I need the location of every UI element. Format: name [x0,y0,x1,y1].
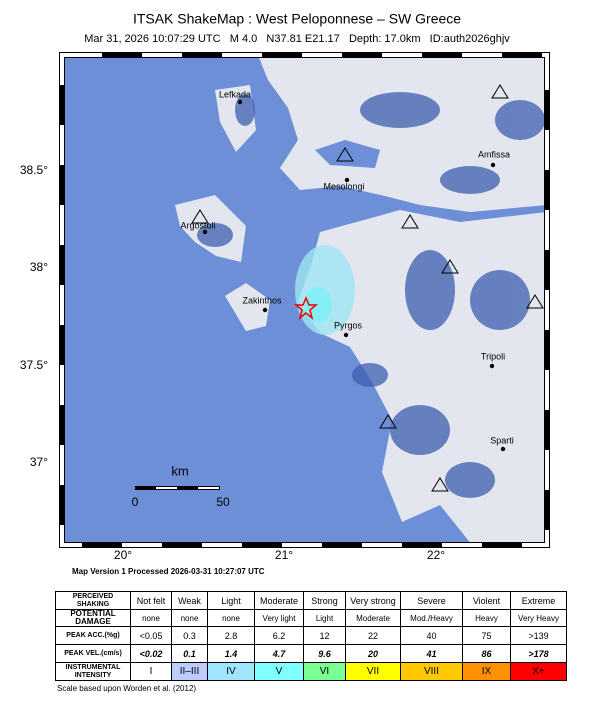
place-dot [490,162,496,168]
lat-label: 38.5° [20,163,48,177]
row-label: INSTRUMENTAL INTENSITY [55,662,131,681]
intensity-table: PERCEIVED SHAKING Not felt Weak Light Modera… [55,591,567,681]
lon-label: 22° [427,548,445,562]
table-row: POTENTIAL DAMAGE none none none Very light Li… [55,609,567,627]
map-version: Map Version 1 Processed 2026-03-31 10:27… [72,567,265,576]
table-cell: 6.2 [254,626,304,645]
table-cell: I [130,662,172,681]
table-row: PERCEIVED SHAKING Not felt Weak Light Modera… [55,591,567,610]
table-cell: Light [303,609,346,627]
place-dot [343,332,349,338]
table-cell: Weak [171,591,208,610]
place-dot [262,307,268,313]
table-cell: IX [462,662,511,681]
table-row: PEAK VEL.(cm/s) <0.02 0.1 1.4 4.7 9.6 20 41 86 >1… [55,644,567,663]
table-cell: none [207,609,255,627]
lat-label: 37° [30,455,48,469]
table-cell: 20 [345,644,401,663]
lat-label: 37.5° [20,358,48,372]
lon-label: 20° [114,548,132,562]
table-cell: Light [207,591,255,610]
place-dot [237,99,243,105]
table-cell: Extreme [510,591,567,610]
table-cell: Strong [303,591,346,610]
epicenter [293,296,319,321]
scale-note: Scale based upon Worden et al. (2012) [57,684,197,693]
table-cell: Very strong [345,591,401,610]
map-figure: ITSAK ShakeMap : West Peloponnese – SW G… [20,11,550,576]
table-cell: Not felt [130,591,172,610]
table-cell: <0.02 [130,644,172,663]
place-dot [202,229,208,235]
row-label: PEAK ACC.(%g) [55,626,131,645]
table-cell: 1.4 [207,644,255,663]
table-cell: >139 [510,626,567,645]
lat-label: 38° [30,260,48,274]
place-dot [500,446,506,452]
place-label: Mesolongi [323,181,364,191]
table-cell: 4.7 [254,644,304,663]
table-cell: Very light [254,609,304,627]
table-cell: Violent [462,591,511,610]
place-dot [344,177,350,183]
table-cell: 9.6 [303,644,346,663]
table-cell: VIII [400,662,463,681]
table-cell: VII [345,662,401,681]
place-label: Argostoli [180,220,215,230]
table-cell: Moderate [254,591,304,610]
table-cell: Heavy [462,609,511,627]
table-cell: 12 [303,626,346,645]
lon-label: 21° [275,548,293,562]
table-cell: Mod./Heavy [400,609,463,627]
place-label: Pyrgos [334,320,363,330]
subtitle: Mar 31, 2026 10:07:29 UTC M 4.0 N37.81 E… [84,33,510,45]
table-cell: X+ [510,662,567,681]
table-cell: none [130,609,172,627]
table-cell: V [254,662,304,681]
table-row: INSTRUMENTAL INTENSITY I II–III IV V VI VII VII… [55,662,567,681]
table-cell: 75 [462,626,511,645]
scale-label: 0 [132,495,139,509]
place-label: Zakinthos [242,295,282,305]
scale-unit: km [171,463,188,478]
row-label: PERCEIVED SHAKING [55,591,131,610]
map-area [59,52,550,548]
row-label: PEAK VEL.(cm/s) [55,644,131,663]
scale-label: 50 [216,495,230,509]
table-cell: Severe [400,591,463,610]
table-cell: none [171,609,208,627]
place-label: Lefkada [219,89,251,99]
table-cell: VI [303,662,346,681]
table-cell: 22 [345,626,401,645]
table-row: PEAK ACC.(%g) <0.05 0.3 2.8 6.2 12 22 40 75 >139 [55,626,567,645]
row-label: POTENTIAL DAMAGE [55,609,131,627]
table-cell: IV [207,662,255,681]
table-cell: Moderate [345,609,401,627]
table-cell: 0.1 [171,644,208,663]
scale-bar [135,486,220,490]
title: ITSAK ShakeMap : West Peloponnese – SW G… [133,11,461,27]
table-cell: 86 [462,644,511,663]
table-cell: 2.8 [207,626,255,645]
place-label: Amfissa [478,149,510,159]
place-dot [489,363,495,369]
table-cell: <0.05 [130,626,172,645]
table-cell: Very Heavy [510,609,567,627]
table-cell: 0.3 [171,626,208,645]
place-label: Tripoli [481,351,505,361]
table-cell: >178 [510,644,567,663]
table-cell: II–III [171,662,208,681]
place-label: Sparti [490,435,514,445]
table-cell: 40 [400,626,463,645]
table-cell: 41 [400,644,463,663]
